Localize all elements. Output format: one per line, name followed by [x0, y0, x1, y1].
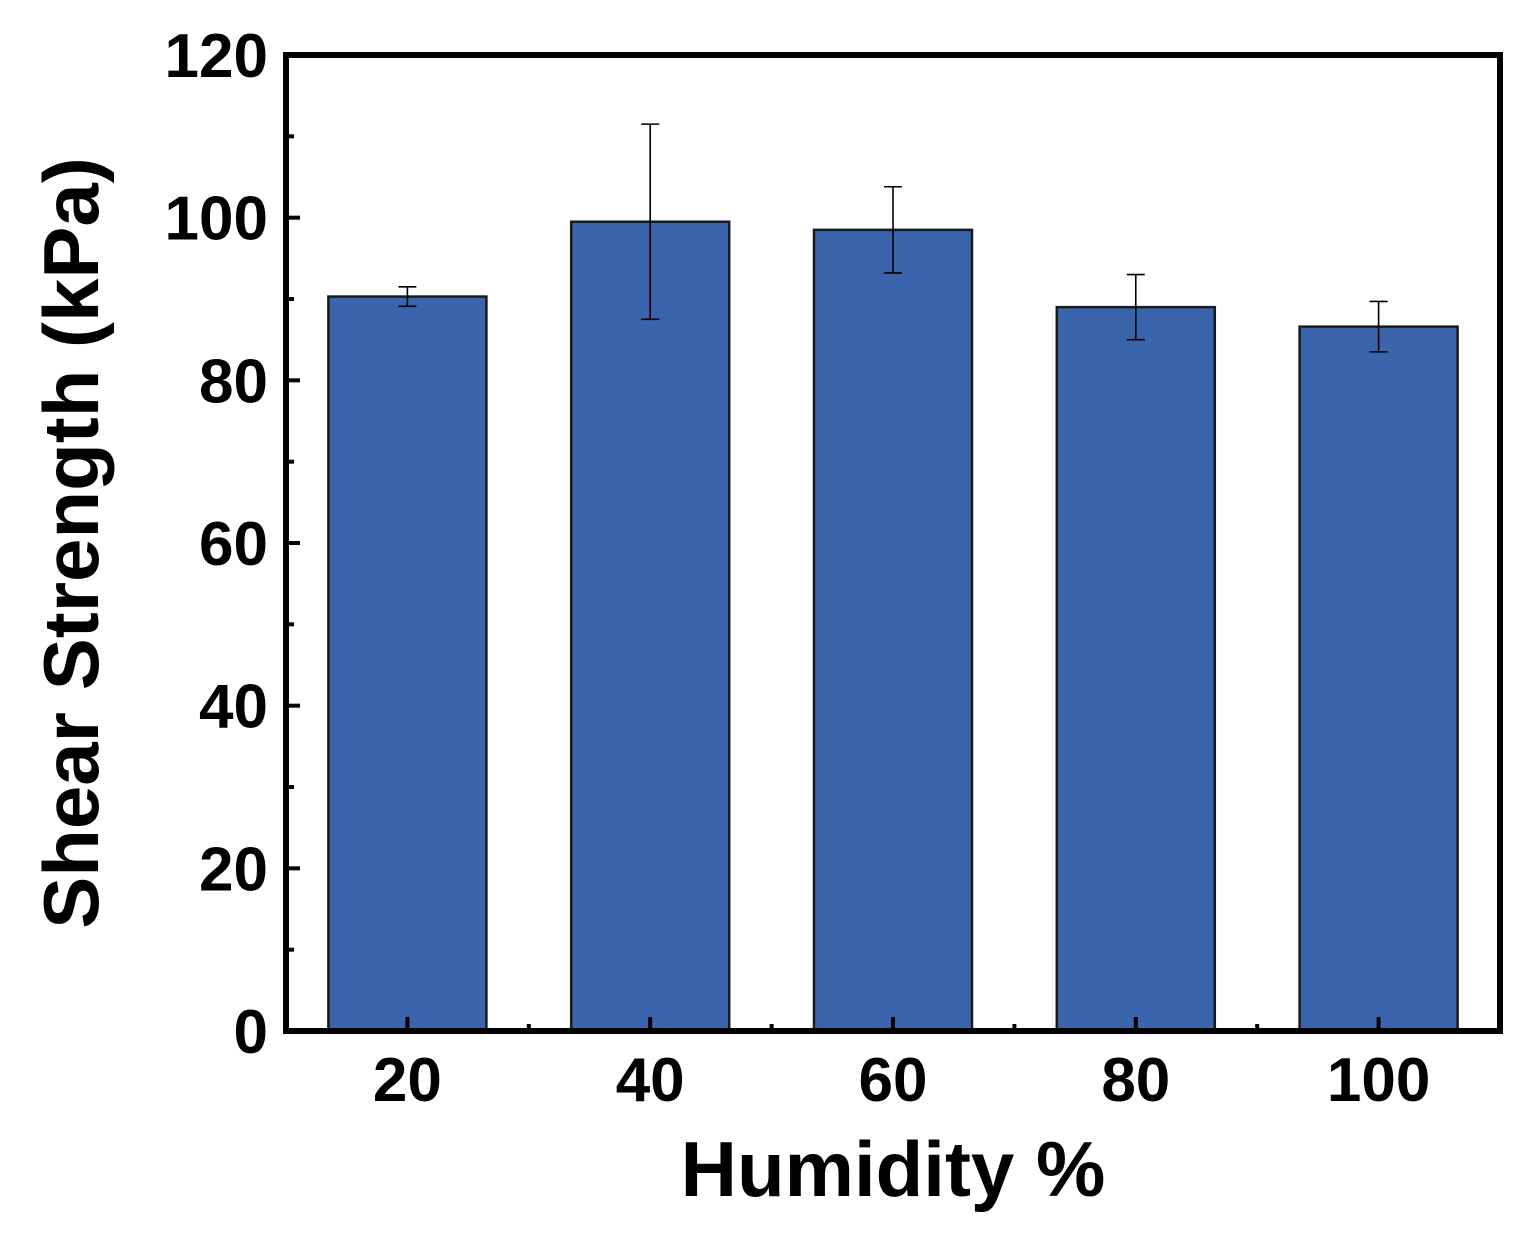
- x-tick-label-60: 60: [859, 1046, 928, 1115]
- bar-80: [1055, 305, 1217, 1033]
- x-axis-ticks: 20 40 60 80 100: [373, 1017, 1430, 1115]
- y-axis-title: Shear Strength (kPa): [27, 157, 115, 929]
- y-tick-label-40: 40: [199, 673, 268, 742]
- bars-layer: [327, 220, 1459, 1033]
- bar-60: [812, 228, 974, 1033]
- y-tick-label-20: 20: [199, 835, 268, 904]
- x-tick-label-80: 80: [1101, 1046, 1170, 1115]
- bar-40: [569, 220, 731, 1033]
- bar-20: [327, 295, 488, 1033]
- x-tick-label-100: 100: [1327, 1046, 1430, 1115]
- error-bars-layer: [398, 123, 1388, 353]
- y-tick-label-120: 120: [165, 22, 268, 91]
- y-tick-label-80: 80: [199, 347, 268, 416]
- x-tick-label-40: 40: [616, 1046, 685, 1115]
- y-tick-label-60: 60: [199, 510, 268, 579]
- bar-100: [1298, 325, 1459, 1033]
- x-axis-title: Humidity %: [681, 1125, 1106, 1213]
- x-tick-label-20: 20: [373, 1046, 442, 1115]
- y-tick-label-0: 0: [234, 998, 268, 1067]
- y-axis-ticks: 0 20 40 60 80 100 120: [165, 22, 300, 1067]
- y-tick-label-100: 100: [165, 185, 268, 254]
